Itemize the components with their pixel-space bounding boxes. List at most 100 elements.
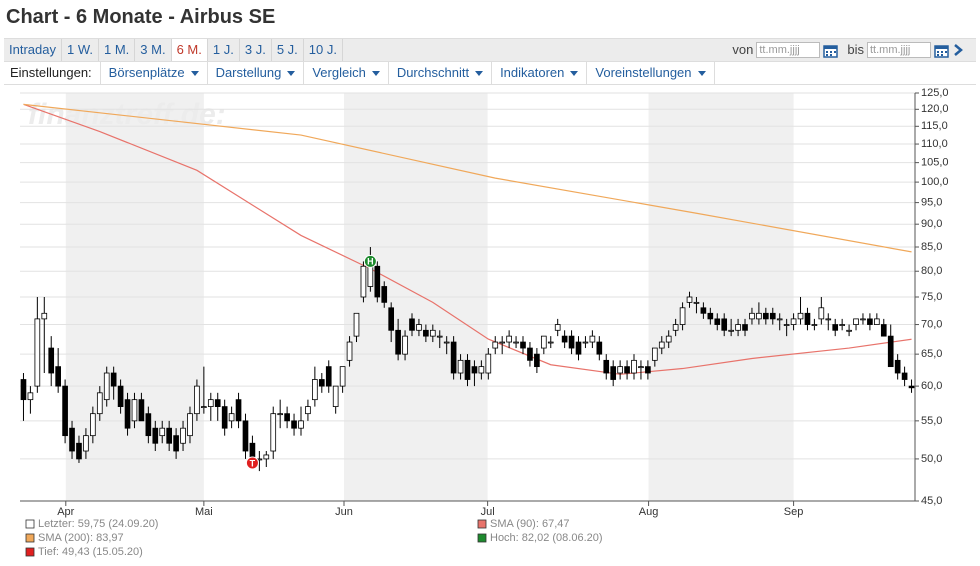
candle-body — [242, 420, 249, 452]
candle-body — [131, 399, 138, 422]
candle-body — [221, 406, 228, 429]
tab[interactable]: 1 W. — [62, 39, 99, 61]
candle-body — [554, 324, 561, 331]
candle-body — [631, 359, 637, 374]
next-arrow[interactable] — [952, 43, 964, 57]
candle-body — [207, 399, 214, 407]
candle-body — [638, 366, 644, 369]
candle-body — [159, 427, 166, 437]
candle-body — [305, 406, 311, 415]
legend-label: SMA (200): 83,97 — [38, 532, 124, 544]
candle-body — [214, 399, 221, 407]
candle-body — [332, 385, 339, 407]
x-tick-label: Mai — [195, 506, 213, 518]
from-input[interactable]: tt.mm.jjjj — [756, 42, 821, 58]
tab[interactable]: Intraday — [4, 39, 62, 61]
candle-body — [901, 372, 908, 380]
calendar-icon[interactable] — [823, 43, 839, 58]
candle-body — [298, 420, 304, 429]
menu[interactable]: Vergleich — [304, 62, 389, 84]
calendar-icon[interactable] — [934, 43, 949, 58]
candle-body — [263, 454, 270, 460]
y-tick-label: 80,0 — [921, 265, 942, 277]
candle-body — [860, 318, 866, 321]
y-tick-label: 70,0 — [921, 318, 942, 330]
high-marker-label: H — [367, 257, 374, 267]
candle-body — [395, 329, 401, 355]
candle-body — [277, 413, 284, 416]
tab[interactable]: 3 J. — [240, 39, 272, 61]
candle-body — [145, 413, 152, 437]
candle-body — [152, 427, 159, 444]
candle-body — [575, 341, 582, 355]
candle-body — [284, 413, 290, 422]
candle-body — [485, 353, 492, 374]
y-tick-label: 100,0 — [921, 176, 949, 188]
candle-body — [540, 335, 547, 349]
candle-body — [62, 385, 68, 437]
candle-body — [887, 335, 894, 368]
legend-swatch — [25, 533, 35, 543]
candle-body — [776, 318, 783, 321]
candle-body — [464, 359, 471, 380]
candle-body — [96, 392, 103, 415]
x-tick-label: Aug — [639, 506, 659, 518]
candle-body — [117, 385, 124, 407]
watermark: finanztreff.de: — [28, 98, 226, 131]
legend-label: Hoch: 82,02 (08.06.20) — [490, 532, 603, 544]
legend-swatch — [25, 547, 35, 557]
tab-active[interactable]: 6 M. — [171, 39, 208, 61]
candle-body — [346, 341, 353, 361]
candle-body — [436, 335, 443, 338]
candle-body — [874, 318, 880, 325]
tab[interactable]: 5 J. — [272, 39, 304, 61]
to-label: bis — [847, 42, 864, 57]
candle-body — [41, 312, 48, 320]
candle-body — [797, 312, 804, 320]
candle-body — [763, 312, 769, 320]
high-marker — [363, 254, 377, 268]
page-title: Chart - 6 Monate - Airbus SE — [6, 6, 276, 28]
candle-body — [291, 420, 297, 429]
moving-average — [23, 103, 912, 375]
candle-body — [825, 318, 832, 321]
menu[interactable]: Voreinstellungen — [587, 62, 715, 84]
legend-swatch — [25, 519, 35, 529]
menu[interactable]: Indikatoren — [492, 62, 588, 84]
menu[interactable]: Börsenplätze — [101, 62, 208, 84]
tab[interactable]: 1 M. — [99, 39, 136, 61]
candle-body — [69, 427, 75, 452]
candle-body — [429, 329, 436, 337]
tab[interactable]: 1 J. — [208, 39, 240, 61]
menu[interactable]: Darstellung — [208, 62, 305, 84]
tab[interactable]: 10 J. — [304, 39, 343, 61]
candle-body — [124, 399, 131, 429]
candle-body — [312, 379, 318, 401]
candle-body — [756, 312, 762, 320]
candle-body — [180, 427, 186, 444]
candle-body — [138, 399, 145, 422]
candle-body — [603, 359, 610, 374]
candle-body — [707, 312, 714, 320]
to-input[interactable]: tt.mm.jjjj — [867, 42, 931, 58]
menu[interactable]: Durchschnitt — [389, 62, 493, 84]
y-tick-label: 115,0 — [921, 120, 948, 132]
candle-body — [749, 312, 755, 320]
candle-body — [665, 335, 672, 343]
tab[interactable]: 3 M. — [135, 39, 172, 61]
candle-body — [228, 413, 235, 422]
x-tick-label: Apr — [57, 506, 74, 518]
candle-body — [360, 265, 367, 298]
candle-body — [76, 442, 82, 460]
legend-label: SMA (90): 67,47 — [490, 518, 570, 530]
candle-body — [83, 435, 89, 452]
candle-body — [679, 307, 686, 325]
candle-body — [499, 341, 506, 344]
legend-swatch — [477, 519, 487, 529]
candle-body — [534, 353, 540, 368]
legend-label: Letzter: 59,75 (24.09.20) — [38, 518, 158, 530]
candle-body — [624, 366, 630, 374]
y-tick-label: 90,0 — [921, 218, 942, 230]
x-tick-label: Sep — [784, 506, 804, 518]
